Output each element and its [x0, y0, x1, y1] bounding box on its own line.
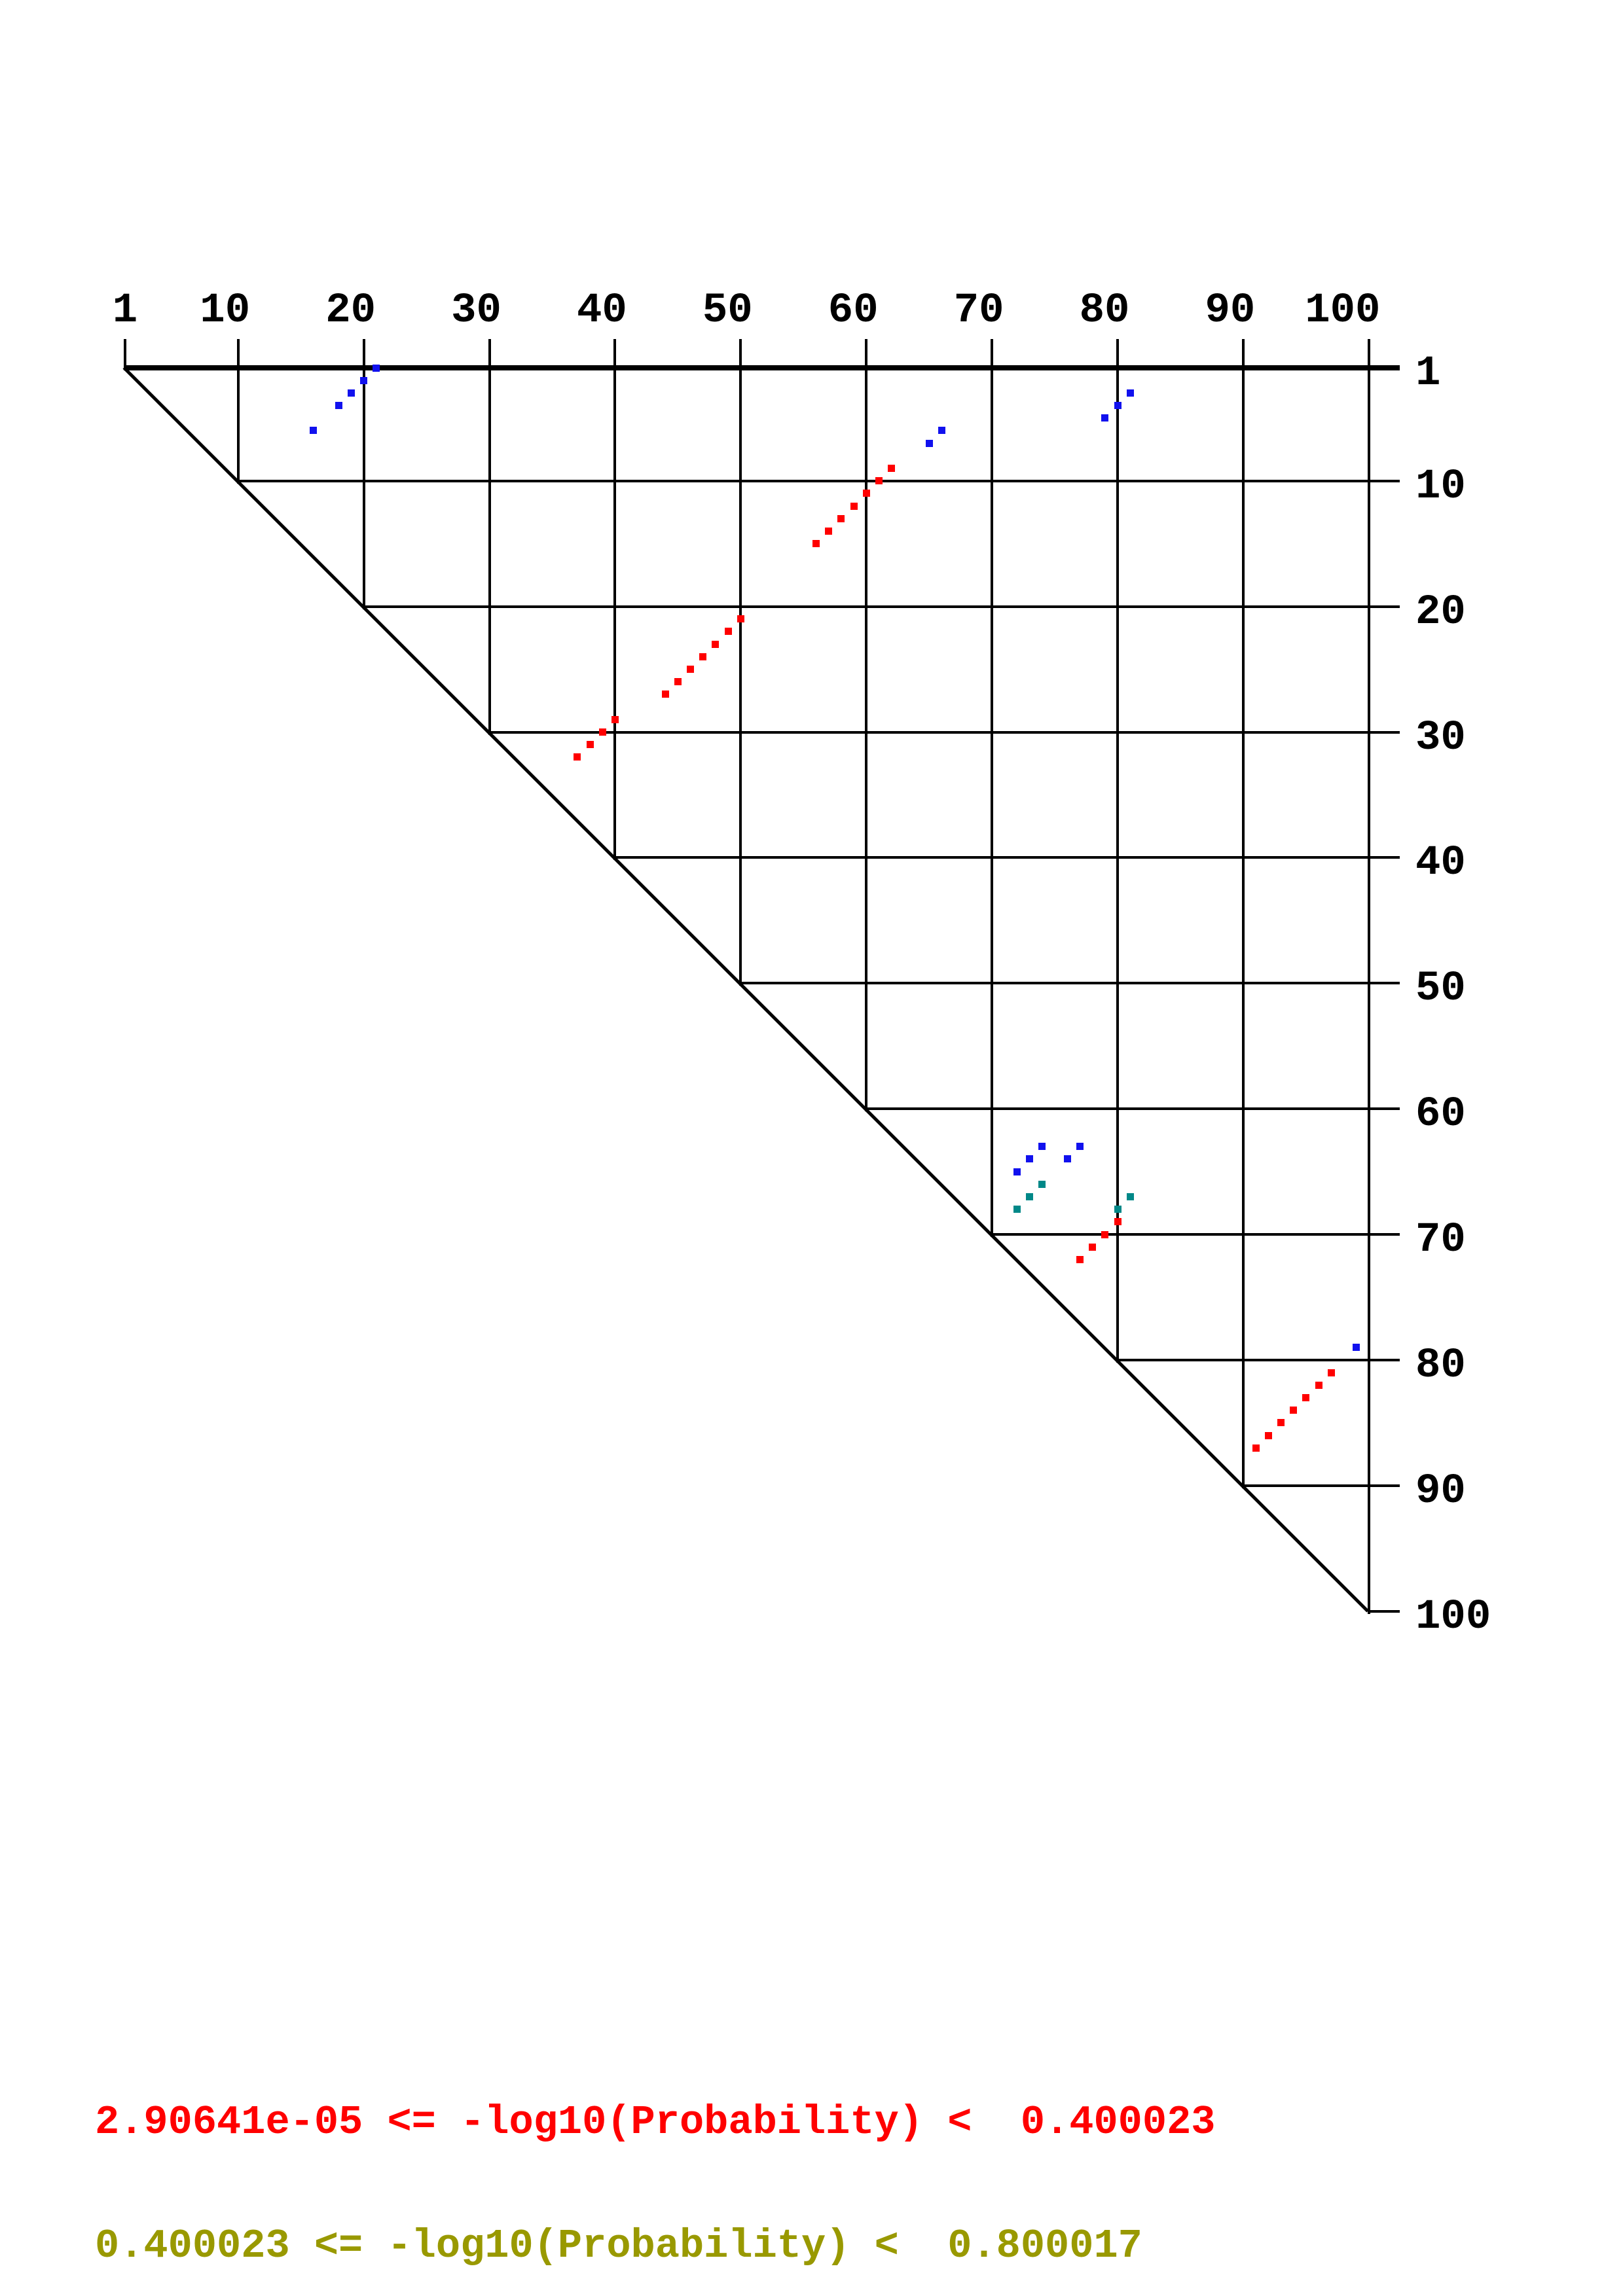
grid-line-col-40 [613, 339, 617, 861]
dot-series-0 [699, 653, 707, 660]
y-axis-label-80: 80 [1415, 1342, 1466, 1390]
grid-line-col-50 [739, 339, 742, 986]
dot-series-0 [1302, 1394, 1310, 1402]
dot-series-0 [598, 728, 606, 736]
dot-series-4 [1026, 1155, 1034, 1163]
dot-series-0 [1315, 1381, 1322, 1389]
dot-series-0 [586, 741, 594, 749]
dot-series-0 [1089, 1243, 1097, 1251]
grid-line-row-80 [1118, 1359, 1400, 1361]
dot-series-0 [825, 527, 833, 535]
dot-series-4 [1038, 1143, 1046, 1151]
x-axis-label-20: 20 [325, 287, 376, 334]
grid-line-col-60 [865, 339, 868, 1112]
x-axis-label-70: 70 [953, 287, 1004, 334]
grid-line-row-40 [615, 856, 1400, 859]
y-axis-label-30: 30 [1415, 714, 1466, 762]
x-axis-label-40: 40 [577, 287, 627, 334]
dot-series-4 [360, 376, 368, 384]
dot-series-4 [1114, 402, 1122, 410]
y-axis-label-40: 40 [1415, 840, 1466, 888]
dot-series-0 [1076, 1255, 1084, 1263]
y-axis-label-60: 60 [1415, 1091, 1466, 1139]
dot-series-0 [611, 715, 619, 723]
dot-series-0 [674, 678, 682, 686]
dot-series-4 [1101, 414, 1109, 422]
dot-series-0 [712, 640, 720, 648]
grid-line-row-100 [1368, 1609, 1400, 1613]
dot-series-0 [888, 465, 896, 473]
grid-line-col-90 [1241, 339, 1245, 1488]
x-axis-label-50: 50 [702, 287, 753, 334]
x-axis-label-100: 100 [1305, 287, 1381, 334]
grid-line-row-10 [238, 479, 1400, 482]
dot-series-3 [1038, 1180, 1046, 1188]
dot-series-4 [1353, 1344, 1360, 1352]
grid-line-col-30 [488, 339, 491, 735]
y-axis-label-10: 10 [1415, 463, 1466, 511]
dot-series-0 [850, 502, 858, 510]
dot-series-0 [737, 615, 744, 623]
dot-series-3 [1114, 1206, 1122, 1213]
dot-series-0 [837, 514, 845, 522]
grid-line-row-30 [489, 730, 1400, 734]
dot-series-0 [862, 490, 870, 497]
grid-line-row-1 [125, 365, 1400, 370]
dot-series-0 [1277, 1419, 1285, 1427]
dot-series-4 [335, 402, 342, 410]
x-axis-label-1: 1 [112, 287, 138, 334]
dot-series-3 [1126, 1193, 1134, 1201]
dot-series-4 [347, 389, 355, 397]
dot-series-4 [1126, 389, 1134, 397]
dot-series-4 [310, 427, 318, 435]
dot-series-0 [574, 753, 581, 761]
grid-line-col-1 [124, 339, 126, 370]
dot-series-0 [1101, 1230, 1109, 1238]
dot-series-0 [812, 540, 820, 548]
grid-line-row-20 [363, 605, 1400, 608]
dot-series-0 [661, 691, 669, 698]
grid-line-col-20 [362, 339, 365, 609]
grid-line-row-60 [866, 1107, 1400, 1111]
y-axis-label-50: 50 [1415, 965, 1466, 1013]
legend-entry-olive: 0.400023 <= -log10(Probability) < 0.8000… [95, 2223, 1142, 2269]
dot-series-0 [1252, 1444, 1260, 1452]
grid-line-col-80 [1116, 339, 1119, 1363]
dot-series-4 [938, 427, 945, 435]
dot-series-4 [1063, 1155, 1071, 1163]
y-axis-label-1: 1 [1415, 350, 1441, 397]
y-axis-label-20: 20 [1415, 588, 1466, 636]
grid-line-col-70 [991, 339, 994, 1238]
dot-series-0 [875, 477, 883, 485]
x-axis-label-80: 80 [1079, 287, 1130, 334]
grid-line-row-90 [1243, 1484, 1400, 1487]
x-axis-label-30: 30 [451, 287, 501, 334]
dot-series-0 [724, 628, 732, 636]
dot-series-4 [1076, 1143, 1084, 1151]
dot-series-0 [1327, 1369, 1335, 1376]
dot-series-0 [1114, 1218, 1122, 1226]
y-axis-label-90: 90 [1415, 1467, 1466, 1515]
dot-series-4 [1013, 1168, 1021, 1175]
dot-series-3 [1013, 1206, 1021, 1213]
x-axis-label-10: 10 [200, 287, 251, 334]
y-axis-label-100: 100 [1415, 1593, 1491, 1641]
dot-series-0 [1264, 1431, 1272, 1439]
grid-line-col-10 [236, 339, 240, 484]
x-axis-label-60: 60 [828, 287, 879, 334]
y-axis-label-70: 70 [1415, 1217, 1466, 1265]
dot-series-0 [1290, 1407, 1298, 1414]
grid-line-row-50 [740, 982, 1400, 985]
dot-series-4 [373, 364, 380, 372]
legend-entry-red: 2.90641e-05 <= -log10(Probability) < 0.4… [95, 2099, 1216, 2145]
dot-series-3 [1026, 1193, 1034, 1201]
dot-series-4 [925, 439, 933, 447]
grid-line-row-70 [992, 1233, 1400, 1236]
diagonal-line [122, 367, 1369, 1613]
dot-series-0 [687, 666, 695, 673]
legend: 2.90641e-05 <= -log10(Probability) < 0.4… [95, 2019, 1215, 2296]
grid-line-col-100 [1367, 339, 1370, 1614]
x-axis-label-90: 90 [1205, 287, 1256, 334]
